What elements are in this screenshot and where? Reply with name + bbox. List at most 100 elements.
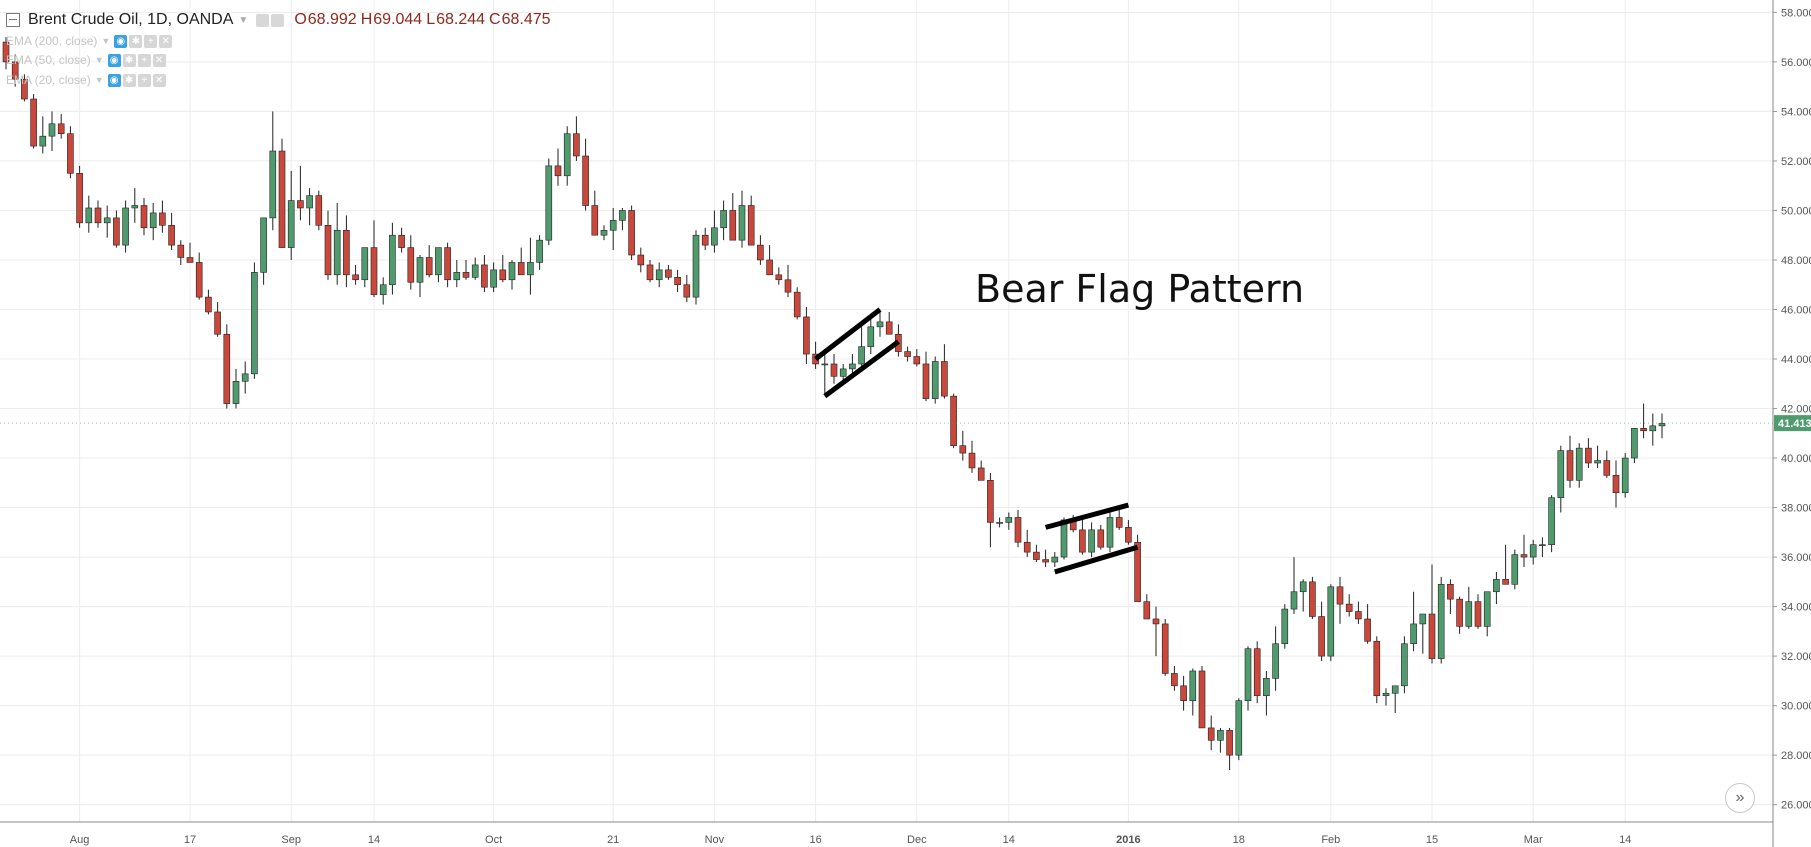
indicator-label[interactable]: EMA (200, close) xyxy=(6,34,98,48)
candle xyxy=(1649,413,1657,446)
flag-trendline-upper[interactable] xyxy=(814,307,882,361)
symbol-title[interactable]: Brent Crude Oil, 1D, OANDA xyxy=(28,11,234,28)
close-icon[interactable]: ✕ xyxy=(152,53,166,67)
chevron-down-icon[interactable]: ▼ xyxy=(94,55,104,65)
candle xyxy=(1428,564,1436,664)
candle-body-up xyxy=(1548,497,1555,545)
flag-trendline-lower[interactable] xyxy=(823,339,900,399)
candle xyxy=(711,210,718,253)
candle-body-down xyxy=(1309,581,1316,617)
y-tick-label: 38.000 xyxy=(1781,503,1811,515)
candle-body-down xyxy=(499,269,507,281)
candle-body-down xyxy=(1143,601,1151,620)
flag-trendline-lower[interactable] xyxy=(1054,544,1139,575)
y-tick-label: 58.000 xyxy=(1781,7,1811,19)
candle-body-down xyxy=(757,244,764,261)
candle-body-down xyxy=(1336,586,1344,605)
candle xyxy=(177,240,185,265)
chevron-down-icon[interactable]: ▼ xyxy=(94,75,104,85)
candles xyxy=(2,37,1666,771)
candle xyxy=(39,116,47,154)
candle xyxy=(1566,435,1574,488)
candle-body-up xyxy=(1575,447,1583,481)
candle-body-up xyxy=(508,262,516,281)
close-icon[interactable]: ✕ xyxy=(152,73,166,87)
candle-body-down xyxy=(159,212,166,226)
chevron-down-icon[interactable]: ▼ xyxy=(238,14,249,26)
ohlc-open: O68.992 xyxy=(294,11,357,28)
candle-body-down xyxy=(30,98,37,147)
candle xyxy=(1033,544,1040,563)
chevron-down-icon[interactable]: ▼ xyxy=(101,36,111,46)
candle-body-up xyxy=(435,247,442,276)
indicator-row-ema20[interactable]: EMA (20, close) ▼ ◉ ✱ + ✕ xyxy=(6,72,168,88)
symbol-legend[interactable]: Brent Crude Oil, 1D, OANDA ▼ O68.992 H69… xyxy=(6,10,551,30)
candle xyxy=(1658,413,1666,439)
candle-body-down xyxy=(1603,460,1611,476)
eye-icon[interactable]: ◉ xyxy=(114,34,128,48)
indicator-row-ema50[interactable]: EMA (50, close) ▼ ◉ ✱ + ✕ xyxy=(6,52,168,68)
candle xyxy=(1106,510,1114,553)
candle xyxy=(260,217,267,285)
candle-body-up xyxy=(241,373,249,382)
candle xyxy=(214,302,221,337)
gear-icon[interactable]: ✱ xyxy=(129,34,143,48)
candle-body-down xyxy=(57,123,65,134)
candle-body-up xyxy=(527,262,534,276)
candle-body-down xyxy=(1079,529,1086,553)
candle-body-up xyxy=(1244,648,1252,701)
candle xyxy=(453,259,461,288)
candle-body-up xyxy=(1465,601,1473,627)
y-tick-label: 48.000 xyxy=(1781,255,1811,267)
candle xyxy=(692,230,700,305)
candle xyxy=(1309,576,1316,619)
grid-lines xyxy=(0,0,1773,822)
candle xyxy=(729,193,737,241)
eye-icon[interactable]: ◉ xyxy=(107,53,121,67)
candle-body-down xyxy=(1612,475,1620,494)
candle-body-down xyxy=(1226,730,1233,756)
candle xyxy=(306,188,313,226)
candle-body-up xyxy=(1658,423,1666,427)
x-tick-label: 14 xyxy=(368,834,380,846)
gear-icon[interactable]: ✱ xyxy=(122,73,136,87)
close-icon[interactable]: ✕ xyxy=(159,34,173,48)
candle xyxy=(324,210,332,280)
candle xyxy=(757,235,764,265)
eye-icon[interactable]: ◉ xyxy=(107,73,121,87)
bear-flag-annotation[interactable]: Bear Flag Pattern xyxy=(975,267,1304,311)
candle-body-down xyxy=(1502,579,1509,585)
candle-body-down xyxy=(1566,450,1574,481)
eye-icon[interactable] xyxy=(256,13,270,27)
candle-body-down xyxy=(297,200,304,209)
plus-icon[interactable]: + xyxy=(144,34,158,48)
candle-body-down xyxy=(1373,640,1381,697)
candle-body-down xyxy=(517,262,525,276)
x-tick-label: Dec xyxy=(907,834,927,846)
gear-icon[interactable] xyxy=(271,13,285,27)
candle xyxy=(683,274,691,303)
candle-body-down xyxy=(950,395,957,446)
plus-icon[interactable]: + xyxy=(137,73,151,87)
flag-trendline-upper[interactable] xyxy=(1044,502,1130,530)
candle-body-up xyxy=(1511,554,1519,585)
candle-body-down xyxy=(1364,618,1371,642)
candle xyxy=(205,289,212,315)
candle xyxy=(1520,534,1528,567)
double-chevron-right-icon[interactable]: » xyxy=(1725,783,1755,813)
x-tick-label: 17 xyxy=(184,834,196,846)
y-tick-label: 44.000 xyxy=(1781,354,1811,366)
candle xyxy=(48,111,56,152)
indicator-label[interactable]: EMA (20, close) xyxy=(6,73,91,87)
candle xyxy=(913,349,921,367)
candle xyxy=(1575,443,1583,488)
trendline-drawings[interactable] xyxy=(814,307,1139,575)
gear-icon[interactable]: ✱ xyxy=(122,53,136,67)
indicator-row-ema200[interactable]: EMA (200, close) ▼ ◉ ✱ + ✕ xyxy=(6,33,174,49)
indicator-label[interactable]: EMA (50, close) xyxy=(6,53,91,67)
candle-body-down xyxy=(683,284,691,298)
candle-body-down xyxy=(1345,603,1353,612)
plus-icon[interactable]: + xyxy=(137,53,151,67)
